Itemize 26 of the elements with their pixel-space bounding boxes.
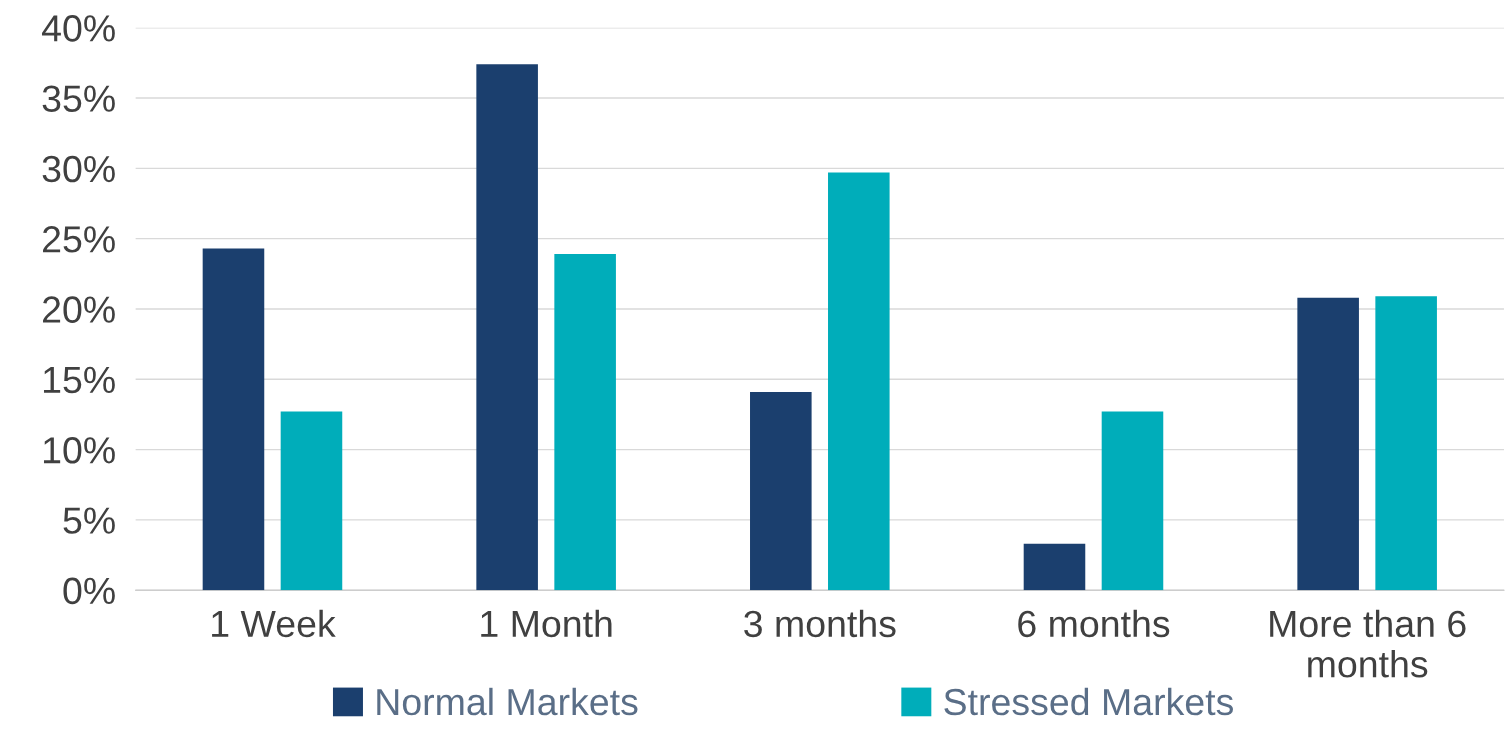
bar: [1297, 297, 1359, 591]
bar: [750, 391, 812, 591]
y-tick-label: 40%: [41, 15, 115, 42]
bar: [1101, 411, 1164, 591]
x-tick-label: 1 Week: [212, 609, 336, 638]
bar: [202, 248, 265, 591]
y-tick-label: 5%: [63, 507, 115, 534]
y-tick-label: 0%: [63, 577, 115, 605]
y-tick-label: 15%: [43, 366, 115, 394]
legend-label: Normal Markets: [377, 687, 638, 716]
y-tick-label: 35%: [42, 85, 115, 112]
bar: [280, 411, 343, 591]
bar: [476, 64, 538, 591]
bar: [828, 172, 890, 591]
y-tick-label: 30%: [42, 155, 115, 183]
x-tick-label: 3 months: [744, 609, 896, 638]
bar: [554, 254, 616, 591]
legend-label: Stressed Markets: [944, 687, 1233, 716]
bar: [1375, 296, 1437, 591]
x-tick-label: 1 Month: [481, 609, 612, 638]
y-tick-label: 20%: [43, 296, 115, 323]
bar: [1023, 543, 1086, 591]
y-tick-label: 25%: [43, 226, 115, 253]
x-tick-label: 6 months: [1018, 609, 1170, 638]
y-tick-label: 10%: [43, 436, 115, 464]
x-tick-label: More than 6 months: [1270, 609, 1466, 678]
